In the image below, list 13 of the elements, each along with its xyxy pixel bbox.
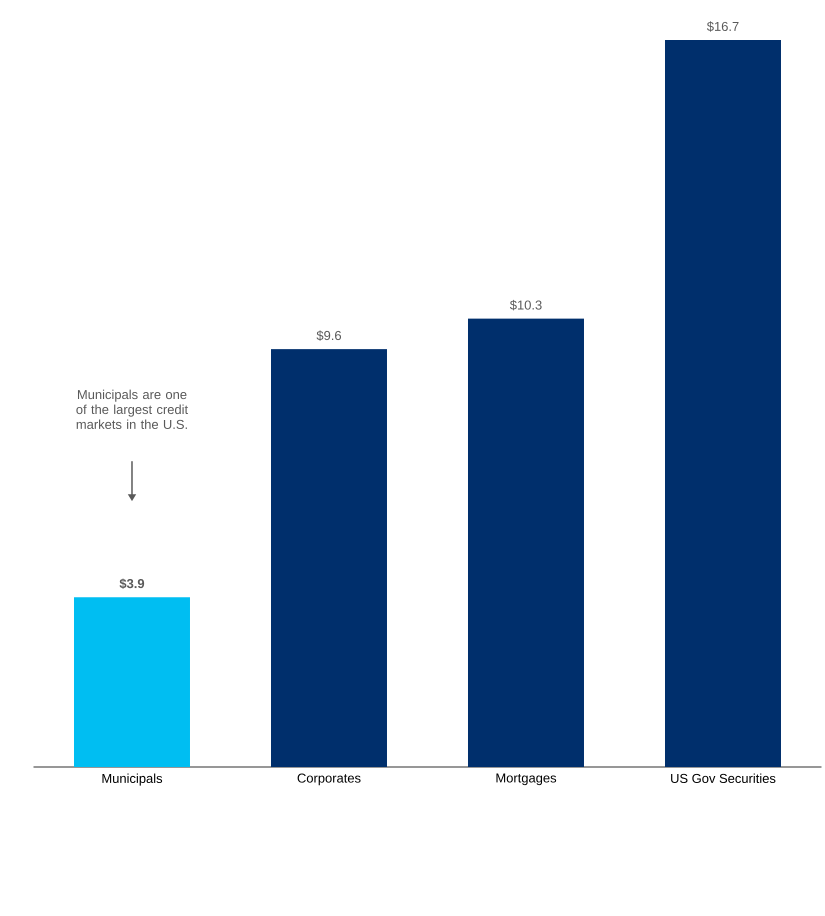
bar bbox=[74, 597, 190, 767]
annotation: Municipals are one of the largest credit markets in the U.S. bbox=[76, 390, 188, 430]
data-label: $16.7 bbox=[706, 21, 739, 32]
bar bbox=[468, 318, 584, 767]
x-tick-label: Corporates bbox=[298, 774, 361, 786]
bar bbox=[664, 40, 781, 767]
x-tick-label: Municipals bbox=[102, 774, 162, 786]
x-tick-label: US Gov Securities bbox=[671, 774, 776, 784]
bar bbox=[270, 349, 387, 767]
x-tick-label: Mortgages bbox=[496, 774, 556, 786]
data-label: $9.6 bbox=[316, 330, 342, 341]
data-label: $3.9 bbox=[120, 578, 144, 590]
data-label: $10.3 bbox=[510, 300, 542, 310]
